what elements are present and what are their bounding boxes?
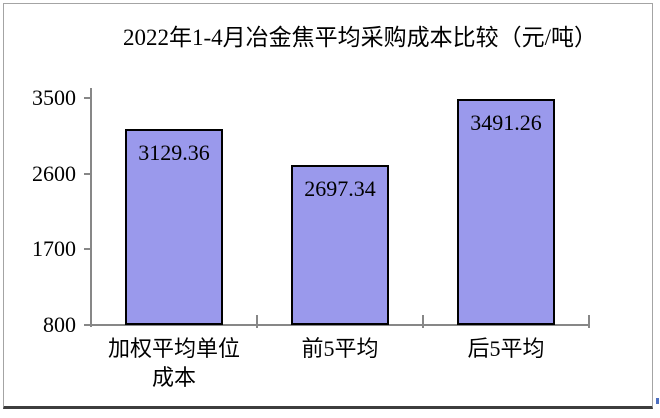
y-axis-label: 3500: [32, 85, 76, 110]
y-axis-tick: [84, 324, 91, 326]
chart-title: 2022年1-4月冶金焦平均采购成本比较（元/吨）: [122, 25, 598, 50]
x-category-label: 前5平均: [301, 336, 379, 361]
bar-value-label: 3129.36: [138, 140, 210, 165]
x-category-label: 后5平均: [467, 336, 545, 361]
x-axis-tick: [588, 315, 590, 328]
y-axis-tick: [84, 248, 91, 250]
x-axis-tick: [422, 315, 424, 328]
x-category-label: 加权平均单位成本: [107, 336, 240, 390]
blue-edge-artifact: [656, 398, 659, 404]
bar-value-label: 3491.26: [470, 110, 542, 135]
bar-weighted-average-unit-cost: [125, 129, 223, 325]
x-axis-tick: [256, 315, 258, 328]
bar-bottom5-average: [457, 99, 555, 325]
y-axis-line: [90, 88, 92, 327]
bar-value-label: 2697.34: [304, 176, 376, 201]
chart-frame: [3, 3, 653, 409]
y-axis-label: 1700: [32, 236, 76, 261]
y-axis-tick: [84, 173, 91, 175]
x-axis-line: [90, 324, 590, 326]
bar-top5-average: [291, 165, 389, 325]
y-axis-label: 800: [43, 312, 76, 337]
y-axis-label: 2600: [32, 161, 76, 186]
y-axis-tick: [84, 97, 91, 99]
